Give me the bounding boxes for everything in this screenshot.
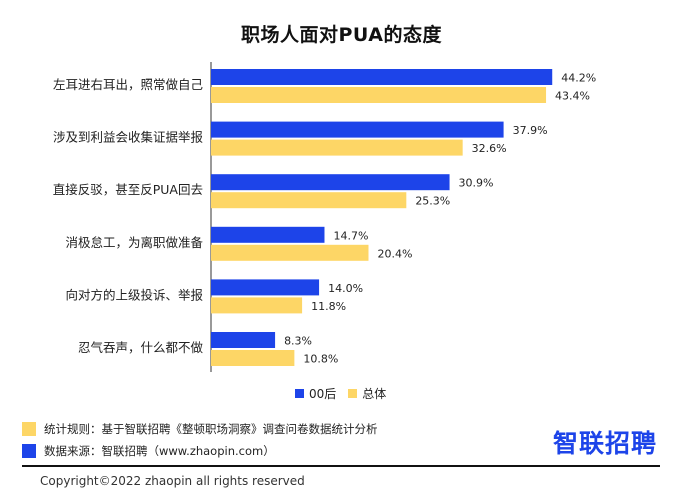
- data-label: 44.2%: [561, 72, 596, 85]
- data-label: 20.4%: [377, 247, 412, 260]
- bar-total: [211, 350, 295, 366]
- copyright-text: Copyright©2022 zhaopin all rights reserv…: [40, 474, 305, 488]
- legend-swatch-00hou: [295, 389, 304, 398]
- data-label: 30.9%: [459, 177, 494, 190]
- legend-item-00hou: 00后: [295, 385, 336, 402]
- data-label: 37.9%: [513, 124, 548, 137]
- category-label: 忍气吞声，什么都不做: [78, 340, 204, 355]
- bar-total: [211, 192, 407, 209]
- footer-notes: 统计规则：基于智联招聘《整顿职场洞察》调查问卷数据统计分析 数据来源：智联招聘（…: [22, 418, 662, 462]
- footnote-swatch-blue: [22, 444, 36, 458]
- data-label: 25.3%: [415, 195, 450, 208]
- legend-swatch-total: [348, 389, 358, 398]
- bar-00hou: [211, 121, 504, 138]
- bar-00hou: [211, 69, 553, 85]
- category-label: 涉及到利益会收集证据举报: [53, 130, 204, 145]
- category-label: 左耳进右耳出，照常做自己: [53, 77, 203, 92]
- data-label: 32.6%: [472, 142, 507, 155]
- footnote-data-source: 数据来源：智联招聘（www.zhaopin.com）: [22, 440, 662, 462]
- bar-00hou: [211, 174, 450, 191]
- data-label: 14.7%: [333, 229, 368, 242]
- data-label: 11.8%: [311, 300, 346, 313]
- legend-item-total: 总体: [348, 385, 386, 402]
- data-label: 10.8%: [303, 353, 338, 366]
- data-label: 14.0%: [328, 282, 363, 295]
- legend-label-total: 总体: [362, 387, 387, 401]
- footer-divider: [22, 465, 660, 467]
- chart-title: 职场人面对PUA的态度: [241, 24, 442, 46]
- category-label: 向对方的上级投诉、举报: [65, 287, 203, 302]
- data-label: 8.3%: [284, 335, 312, 348]
- footnote-swatch-yellow: [22, 422, 36, 436]
- zhaopin-logo: 智联招聘: [552, 429, 657, 458]
- bar-total: [211, 87, 547, 103]
- data-label: 43.4%: [555, 90, 590, 103]
- bar-00hou: [211, 226, 325, 243]
- footnote-stats-rule-text: 统计规则：基于智联招聘《整顿职场洞察》调查问卷数据统计分析: [44, 422, 378, 436]
- bar-total: [211, 139, 463, 156]
- legend-label-00hou: 00后: [309, 387, 337, 401]
- bar-00hou: [211, 332, 276, 348]
- footnote-data-source-text: 数据来源：智联招聘（www.zhaopin.com）: [44, 444, 275, 458]
- bar-00hou: [211, 279, 320, 296]
- legend: 00后 总体: [295, 385, 398, 402]
- footnote-stats-rule: 统计规则：基于智联招聘《整顿职场洞察》调查问卷数据统计分析: [22, 418, 662, 440]
- category-label: 直接反驳，甚至反PUA回去: [53, 182, 203, 197]
- bar-total: [211, 244, 369, 261]
- bar-total: [211, 297, 303, 314]
- bar-chart: 左耳进右耳出，照常做自己 44.2% 43.4% 涉及到利益会收集证据举报 37.9% 3…: [53, 62, 596, 372]
- category-label: 消极怠工，为离职做准备: [65, 235, 203, 250]
